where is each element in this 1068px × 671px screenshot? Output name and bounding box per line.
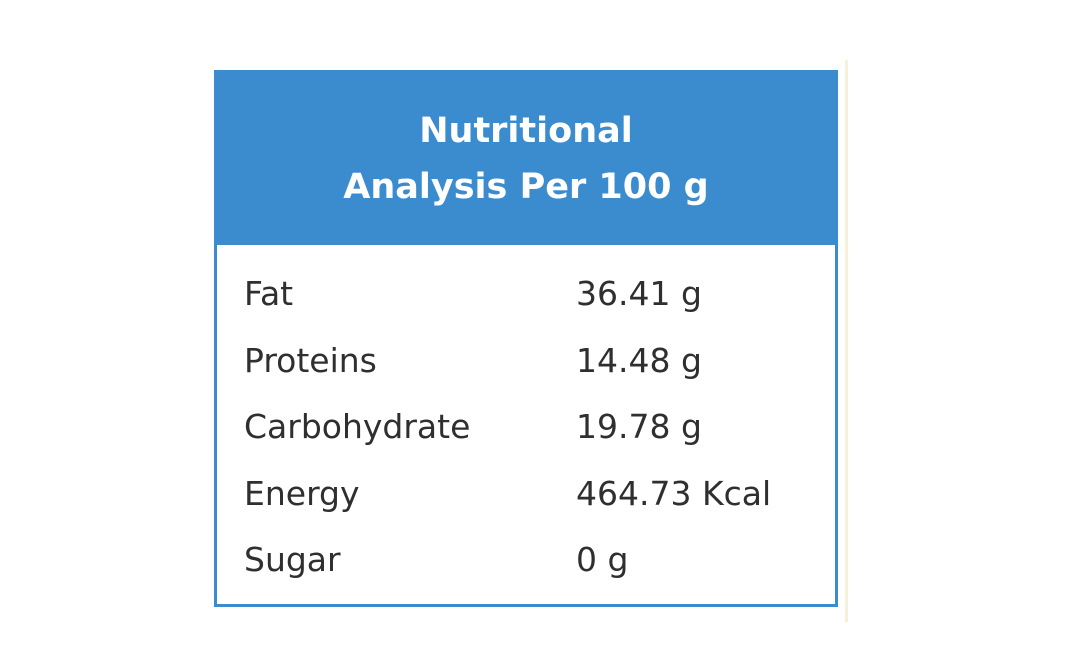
nutrient-name: Fat: [244, 274, 294, 313]
header: Nutritional Analysis Per 100 g: [217, 73, 835, 245]
nutrient-value: 36.41 g: [576, 274, 702, 313]
nutrient-name: Sugar: [244, 540, 341, 579]
nutrient-name: Proteins: [244, 340, 377, 380]
table-row: Carbohydrate 19.78 g: [217, 394, 835, 460]
table-row: Fat 36.41 g: [217, 261, 835, 327]
table-row: Energy 464.73 Kcal: [217, 461, 835, 527]
table-row: Proteins 14.48 g: [217, 328, 835, 394]
nutrient-name: Energy: [244, 473, 360, 513]
nutrient-value: 19.78 g: [576, 407, 702, 446]
title-line: Nutritional: [419, 111, 633, 151]
table-row: Sugar 0 g: [217, 527, 835, 593]
edge-line: [845, 60, 848, 622]
nutrient-value: 14.48 g: [576, 340, 702, 380]
nutrient-name: Carbohydrate: [244, 407, 471, 446]
nutrient-value: 464.73 Kcal: [576, 473, 772, 513]
nutrient-value: 0 g: [576, 540, 629, 579]
title-line: Analysis Per 100 g: [343, 167, 709, 207]
nutrition-card: Nutritional Analysis Per 100 g Fat 36.41 g…: [214, 70, 838, 607]
